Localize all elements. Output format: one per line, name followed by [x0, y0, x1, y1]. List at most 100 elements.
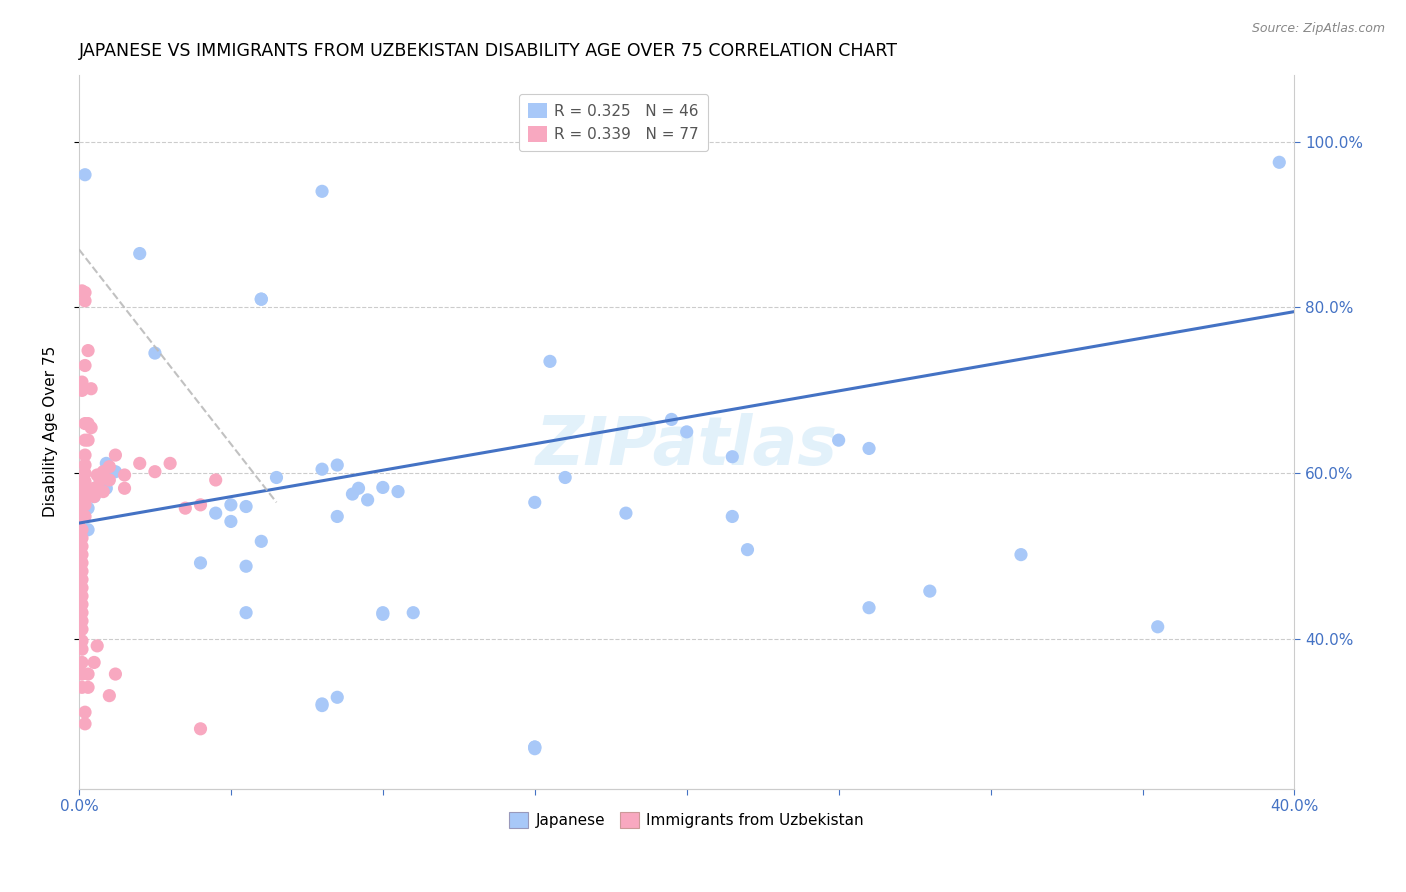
Point	[114, 468, 136, 483]
Point	[523, 741, 546, 756]
Point	[70, 539, 93, 553]
Point	[190, 498, 212, 512]
Point	[86, 639, 108, 653]
Point	[83, 490, 105, 504]
Point	[70, 633, 93, 648]
Point	[70, 384, 93, 398]
Point	[77, 417, 100, 431]
Point	[73, 498, 96, 512]
Point	[70, 564, 93, 578]
Point	[86, 468, 108, 483]
Point	[96, 456, 118, 470]
Point	[614, 506, 637, 520]
Point	[73, 168, 96, 182]
Point	[143, 465, 166, 479]
Point	[70, 375, 93, 389]
Point	[73, 483, 96, 497]
Point	[67, 523, 90, 537]
Point	[70, 598, 93, 612]
Point	[73, 467, 96, 481]
Point	[70, 548, 93, 562]
Point	[159, 456, 181, 470]
Point	[70, 606, 93, 620]
Point	[1010, 548, 1032, 562]
Point	[235, 559, 257, 574]
Point	[70, 284, 93, 298]
Point	[387, 484, 409, 499]
Point	[73, 433, 96, 447]
Point	[675, 425, 697, 439]
Point	[190, 556, 212, 570]
Point	[73, 475, 96, 489]
Legend: Japanese, Immigrants from Uzbekistan: Japanese, Immigrants from Uzbekistan	[503, 806, 870, 834]
Point	[128, 246, 150, 260]
Point	[827, 433, 849, 447]
Point	[311, 698, 333, 713]
Point	[371, 606, 394, 620]
Point	[104, 448, 127, 462]
Point	[554, 470, 576, 484]
Point	[86, 484, 108, 499]
Point	[70, 622, 93, 636]
Point	[96, 481, 118, 495]
Point	[311, 184, 333, 198]
Y-axis label: Disability Age Over 75: Disability Age Over 75	[44, 346, 58, 517]
Text: JAPANESE VS IMMIGRANTS FROM UZBEKISTAN DISABILITY AGE OVER 75 CORRELATION CHART: JAPANESE VS IMMIGRANTS FROM UZBEKISTAN D…	[79, 42, 898, 60]
Point	[523, 495, 546, 509]
Point	[737, 542, 759, 557]
Point	[89, 473, 111, 487]
Point	[70, 667, 93, 681]
Point	[235, 606, 257, 620]
Point	[70, 498, 93, 512]
Point	[91, 484, 114, 499]
Point	[190, 722, 212, 736]
Point	[721, 450, 744, 464]
Point	[235, 500, 257, 514]
Point	[1268, 155, 1291, 169]
Point	[73, 293, 96, 308]
Point	[918, 584, 941, 599]
Point	[70, 681, 93, 695]
Point	[538, 354, 561, 368]
Point	[219, 498, 242, 512]
Point	[70, 656, 93, 670]
Point	[98, 459, 121, 474]
Point	[128, 456, 150, 470]
Point	[67, 515, 90, 529]
Point	[70, 509, 93, 524]
Point	[77, 433, 100, 447]
Point	[83, 656, 105, 670]
Point	[347, 481, 370, 495]
Point	[858, 600, 880, 615]
Point	[371, 607, 394, 622]
Point	[614, 855, 637, 869]
Point	[70, 490, 93, 504]
Point	[326, 690, 349, 705]
Point	[858, 442, 880, 456]
Point	[73, 448, 96, 462]
Point	[77, 523, 100, 537]
Point	[266, 470, 288, 484]
Point	[661, 412, 683, 426]
Point	[356, 492, 378, 507]
Point	[70, 531, 93, 545]
Point	[70, 614, 93, 628]
Point	[721, 509, 744, 524]
Point	[250, 534, 273, 549]
Point	[326, 509, 349, 524]
Point	[89, 475, 111, 489]
Point	[523, 740, 546, 755]
Point	[219, 515, 242, 529]
Point	[1146, 620, 1168, 634]
Point	[104, 465, 127, 479]
Point	[80, 421, 103, 435]
Point	[77, 343, 100, 358]
Point	[67, 531, 90, 545]
Point	[104, 667, 127, 681]
Point	[73, 509, 96, 524]
Point	[70, 581, 93, 595]
Point	[204, 506, 226, 520]
Point	[70, 589, 93, 603]
Point	[70, 523, 93, 537]
Point	[73, 359, 96, 373]
